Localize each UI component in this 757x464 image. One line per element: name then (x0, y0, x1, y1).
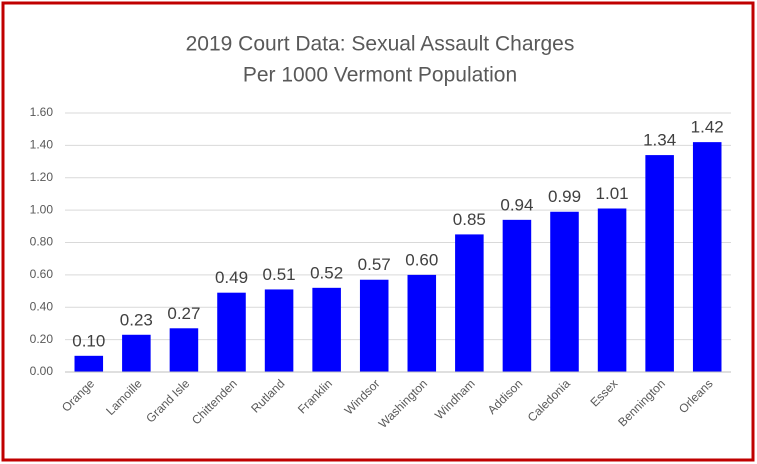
data-label: 0.10 (72, 331, 105, 350)
data-label: 0.49 (215, 268, 248, 287)
data-label: 1.34 (643, 131, 676, 150)
data-label: 0.23 (120, 310, 153, 329)
bar (502, 219, 532, 372)
y-tick-label: 0.00 (30, 364, 54, 378)
y-tick-label: 0.60 (30, 267, 54, 281)
bar (550, 211, 579, 372)
data-label: 0.94 (500, 195, 533, 214)
data-label: 0.27 (167, 304, 200, 323)
y-tick-label: 0.80 (30, 235, 54, 249)
data-label: 1.42 (691, 118, 724, 137)
y-tick-label: 1.40 (30, 138, 54, 152)
data-label: 0.99 (548, 187, 581, 206)
y-tick-label: 1.20 (30, 170, 54, 184)
y-tick-label: 1.00 (30, 202, 54, 216)
bar (455, 234, 484, 372)
data-label: 0.85 (453, 210, 486, 229)
bar (312, 287, 341, 372)
y-tick-label: 0.20 (30, 332, 54, 346)
bar (264, 289, 294, 372)
bar (74, 355, 104, 372)
bar (645, 155, 674, 372)
bar (217, 292, 246, 372)
bar (359, 279, 389, 372)
data-label: 0.57 (358, 255, 391, 274)
data-label: 0.51 (263, 265, 296, 284)
chart-title: 2019 Court Data: Sexual Assault Charges (186, 33, 575, 56)
data-label: 1.01 (596, 184, 629, 203)
data-label: 0.52 (310, 263, 343, 282)
y-tick-label: 1.60 (30, 105, 54, 119)
bar (597, 208, 627, 372)
chart-title: Per 1000 Vermont Population (243, 64, 517, 87)
data-label: 0.60 (405, 250, 438, 269)
bar (407, 274, 437, 372)
bar (692, 142, 722, 372)
bar (169, 328, 199, 372)
y-tick-label: 0.40 (30, 299, 54, 313)
bar (122, 334, 151, 372)
